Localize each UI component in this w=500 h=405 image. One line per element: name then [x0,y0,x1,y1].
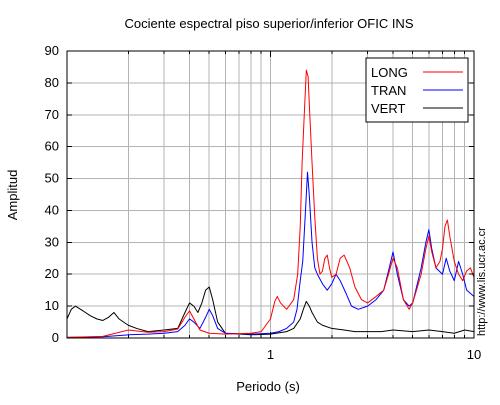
y-tick-label: 20 [45,266,59,281]
y-tick-label: 70 [45,107,59,122]
source-watermark: http://www.lis.ucr.ac.cr [476,227,488,336]
y-tick-label: 60 [45,139,59,154]
y-tick-label: 40 [45,202,59,217]
y-tick-label: 90 [45,43,59,58]
x-tick-label: 1 [267,347,274,362]
y-tick-label: 30 [45,234,59,249]
grid-layer [66,50,474,339]
legend-label-long: LONG [371,65,408,80]
y-tick-label: 50 [45,171,59,186]
series-layer [66,69,475,338]
legend-label-vert: VERT [371,101,405,116]
legend-label-tran: TRAN [371,83,406,98]
series-line-long [66,69,475,338]
x-tick-label: 10 [467,347,481,362]
y-axis-label: Amplitud [5,170,20,221]
y-tick-label: 80 [45,75,59,90]
series-line-vert [66,286,475,336]
legend: LONG TRAN VERT [365,57,469,123]
ticks-layer: 0 10 20 30 40 50 60 70 80 90 1 10 [45,43,482,362]
chart-title: Cociente espectral piso superior/inferio… [124,16,413,31]
y-tick-label: 10 [45,298,59,313]
y-tick-label: 0 [52,330,59,345]
x-axis-label: Periodo (s) [236,379,300,394]
series-line-tran [66,171,475,338]
